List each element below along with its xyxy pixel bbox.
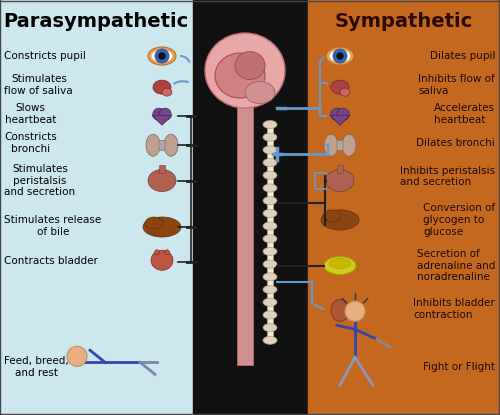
Ellipse shape: [263, 222, 277, 230]
Text: Inhibits bladder
contraction: Inhibits bladder contraction: [413, 298, 495, 320]
Text: Accelerates
heartbeat: Accelerates heartbeat: [434, 103, 495, 125]
Ellipse shape: [263, 298, 277, 306]
FancyBboxPatch shape: [159, 140, 165, 150]
Ellipse shape: [205, 33, 285, 108]
Ellipse shape: [263, 171, 277, 179]
Ellipse shape: [164, 250, 170, 255]
Ellipse shape: [263, 324, 277, 332]
Ellipse shape: [164, 134, 178, 156]
Text: Stimulates release
of bile: Stimulates release of bile: [4, 215, 102, 237]
FancyBboxPatch shape: [337, 140, 343, 150]
Circle shape: [337, 53, 343, 59]
Text: Contracts bladder: Contracts bladder: [4, 256, 98, 266]
Text: Slows
heartbeat: Slows heartbeat: [4, 103, 56, 125]
Ellipse shape: [340, 88, 350, 96]
Text: Stimulates
peristalsis
and secretion: Stimulates peristalsis and secretion: [4, 164, 76, 197]
Circle shape: [337, 108, 349, 120]
Text: Secretion of
adrenaline and
noradrenaline: Secretion of adrenaline and noradrenalin…: [416, 249, 495, 282]
Ellipse shape: [263, 159, 277, 166]
Ellipse shape: [263, 311, 277, 319]
Ellipse shape: [153, 80, 171, 94]
Bar: [267, 124, 273, 340]
Text: Fight or Flight: Fight or Flight: [423, 362, 495, 372]
Ellipse shape: [263, 286, 277, 293]
Ellipse shape: [245, 82, 275, 104]
Text: Inhibits peristalsis
and secretion: Inhibits peristalsis and secretion: [400, 166, 495, 187]
Ellipse shape: [215, 53, 265, 98]
Circle shape: [331, 108, 343, 120]
Text: Stimulates
flow of saliva: Stimulates flow of saliva: [4, 74, 73, 96]
Bar: [308, 0, 500, 415]
Ellipse shape: [263, 209, 277, 217]
Ellipse shape: [263, 133, 277, 141]
Bar: [337, 164, 343, 173]
Ellipse shape: [154, 250, 160, 255]
Ellipse shape: [263, 235, 277, 243]
Circle shape: [155, 49, 169, 63]
Ellipse shape: [324, 256, 356, 275]
Ellipse shape: [326, 169, 354, 192]
Circle shape: [153, 108, 165, 120]
Text: Dilates bronchi: Dilates bronchi: [416, 138, 495, 148]
Ellipse shape: [329, 259, 351, 269]
Text: Feed, breed,
and rest: Feed, breed, and rest: [4, 356, 69, 378]
Circle shape: [345, 301, 365, 321]
Ellipse shape: [321, 210, 359, 230]
Ellipse shape: [148, 47, 176, 65]
Ellipse shape: [263, 336, 277, 344]
Bar: [159, 164, 165, 173]
Ellipse shape: [151, 250, 173, 270]
Circle shape: [159, 53, 165, 59]
Ellipse shape: [263, 146, 277, 154]
Ellipse shape: [263, 184, 277, 192]
Ellipse shape: [263, 273, 277, 281]
Polygon shape: [330, 116, 350, 125]
Ellipse shape: [162, 88, 172, 96]
Polygon shape: [152, 116, 172, 125]
Ellipse shape: [331, 80, 349, 94]
Text: Parasympathetic: Parasympathetic: [4, 12, 189, 31]
Circle shape: [67, 346, 87, 366]
Ellipse shape: [145, 217, 163, 229]
Text: Constricts pupil: Constricts pupil: [4, 51, 86, 61]
Ellipse shape: [342, 134, 356, 156]
Text: Conversion of
glycogen to
glucose: Conversion of glycogen to glucose: [423, 203, 495, 237]
Text: Inhibits flow of
saliva: Inhibits flow of saliva: [418, 74, 495, 96]
Ellipse shape: [326, 47, 354, 65]
Ellipse shape: [263, 260, 277, 268]
Bar: [192, 0, 308, 415]
Ellipse shape: [143, 217, 181, 237]
Text: Dilates pupil: Dilates pupil: [430, 51, 495, 61]
Text: Constricts
bronchi: Constricts bronchi: [4, 132, 57, 154]
Circle shape: [159, 108, 171, 120]
Bar: [0, 0, 192, 415]
Bar: [237, 105, 253, 365]
Ellipse shape: [263, 120, 277, 129]
Ellipse shape: [146, 134, 160, 156]
Ellipse shape: [263, 197, 277, 205]
Ellipse shape: [152, 50, 172, 62]
Ellipse shape: [330, 50, 350, 62]
Ellipse shape: [331, 299, 349, 322]
Ellipse shape: [323, 210, 341, 222]
Ellipse shape: [324, 134, 338, 156]
Text: Sympathetic: Sympathetic: [334, 12, 473, 31]
Ellipse shape: [263, 247, 277, 256]
Ellipse shape: [148, 169, 176, 192]
Ellipse shape: [235, 51, 265, 80]
Circle shape: [333, 49, 347, 63]
